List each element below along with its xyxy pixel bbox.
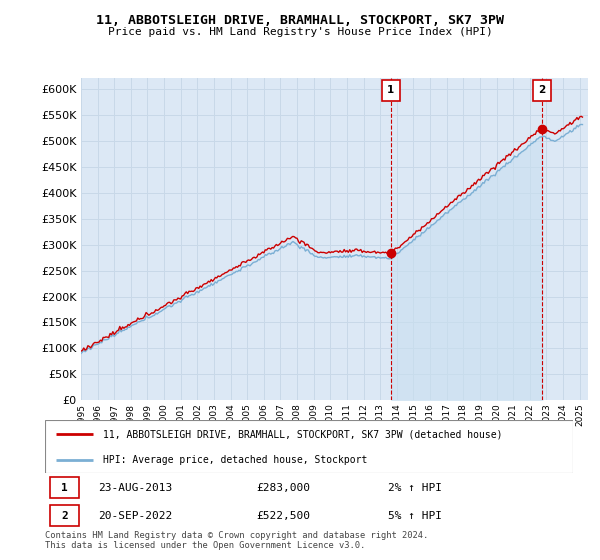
FancyBboxPatch shape (45, 420, 573, 473)
Text: HPI: Average price, detached house, Stockport: HPI: Average price, detached house, Stoc… (103, 455, 367, 465)
Text: 2% ↑ HPI: 2% ↑ HPI (388, 483, 442, 493)
FancyBboxPatch shape (50, 477, 79, 498)
FancyBboxPatch shape (382, 80, 400, 101)
Text: Price paid vs. HM Land Registry's House Price Index (HPI): Price paid vs. HM Land Registry's House … (107, 27, 493, 37)
Text: 1: 1 (387, 85, 394, 95)
FancyBboxPatch shape (533, 80, 551, 101)
Text: 11, ABBOTSLEIGH DRIVE, BRAMHALL, STOCKPORT, SK7 3PW: 11, ABBOTSLEIGH DRIVE, BRAMHALL, STOCKPO… (96, 14, 504, 27)
Text: Contains HM Land Registry data © Crown copyright and database right 2024.
This d: Contains HM Land Registry data © Crown c… (45, 531, 428, 550)
FancyBboxPatch shape (50, 505, 79, 526)
Text: £522,500: £522,500 (256, 511, 310, 521)
Text: £283,000: £283,000 (256, 483, 310, 493)
Text: 1: 1 (61, 483, 68, 493)
Text: 20-SEP-2022: 20-SEP-2022 (98, 511, 172, 521)
Text: 11, ABBOTSLEIGH DRIVE, BRAMHALL, STOCKPORT, SK7 3PW (detached house): 11, ABBOTSLEIGH DRIVE, BRAMHALL, STOCKPO… (103, 430, 503, 440)
Text: 23-AUG-2013: 23-AUG-2013 (98, 483, 172, 493)
Text: 2: 2 (61, 511, 68, 521)
Text: 2: 2 (538, 85, 545, 95)
Text: 5% ↑ HPI: 5% ↑ HPI (388, 511, 442, 521)
